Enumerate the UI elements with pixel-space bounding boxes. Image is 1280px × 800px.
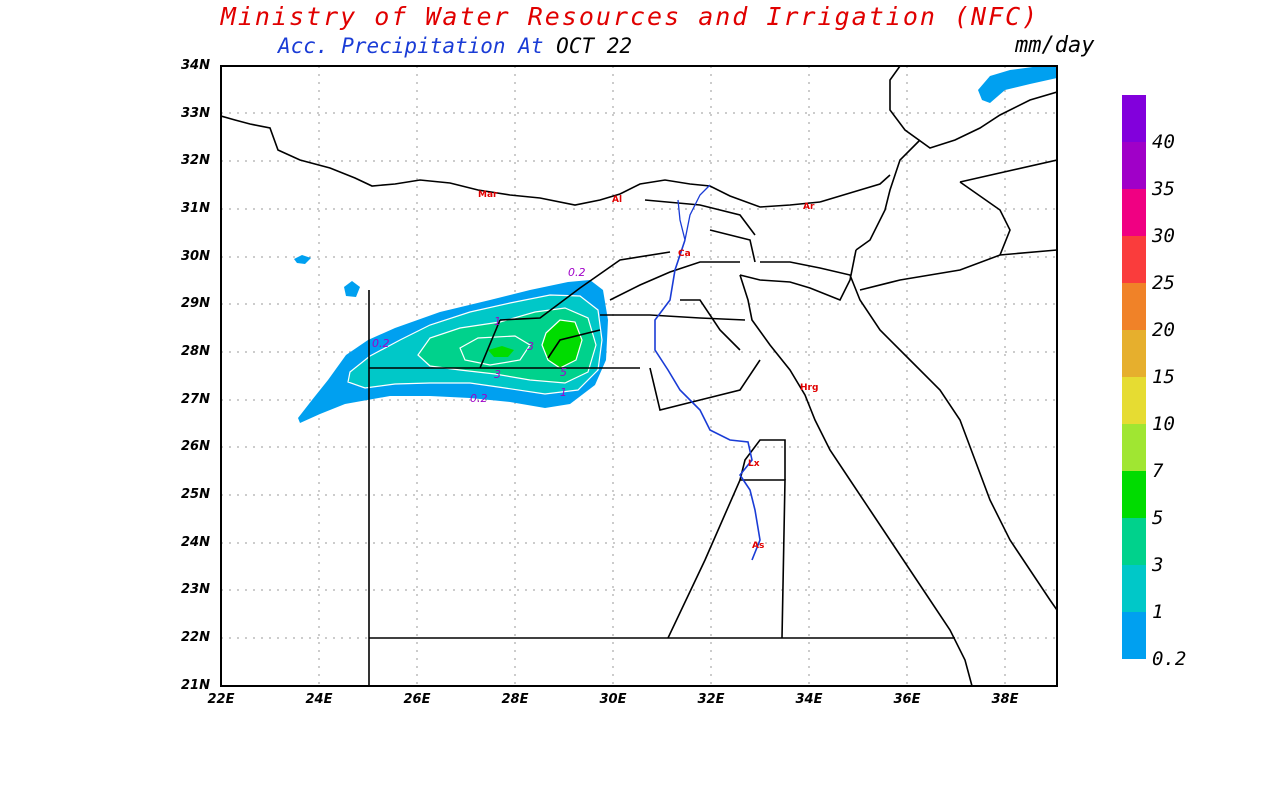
precip-band-3 [418, 308, 596, 383]
lon-label: 28E [501, 692, 529, 707]
contour-label: 5 [560, 366, 567, 379]
lat-label: 26N [181, 439, 210, 454]
colorbar-label: 15 [1152, 366, 1175, 388]
lat-label: 23N [181, 582, 210, 597]
colorbar-swatch [1122, 283, 1146, 330]
political-boundaries [368, 159, 1057, 686]
colorbar-swatch [1122, 189, 1146, 236]
map-subtitle: Acc. Precipitation At OCT 22 [278, 34, 632, 58]
contour-label: 0.2 [568, 266, 586, 279]
precip-band-5 [488, 320, 582, 368]
colorbar-swatch [1122, 518, 1146, 565]
city-labels: Mar Al Ar Ca Hrg Lx As [478, 190, 818, 551]
lon-label: 38E [991, 692, 1019, 707]
colorbar-label: 30 [1152, 225, 1175, 247]
lat-label: 27N [181, 392, 210, 407]
colorbar-label: 40 [1152, 131, 1175, 153]
contour-label: 0.2 [372, 337, 390, 350]
colorbar-label: 0.2 [1152, 648, 1187, 670]
colorbar-swatch [1122, 95, 1146, 142]
nile-river [654, 239, 761, 561]
lon-label: 24E [305, 692, 333, 707]
nile-delta-branch [684, 184, 711, 241]
lat-label: 30N [181, 249, 210, 264]
lon-label: 32E [697, 692, 725, 707]
city-label: Ar [803, 202, 815, 212]
colorbar-swatch [1122, 330, 1146, 377]
colorbar-swatch [1122, 377, 1146, 424]
lat-label: 29N [181, 296, 210, 311]
contour-label: 1 [494, 315, 501, 328]
contour-value-labels: 0.2 0.2 0.2 1 1 3 3 5 [372, 266, 586, 405]
city-label: Al [612, 195, 622, 205]
subtitle-product: Acc. Precipitation At [278, 34, 544, 58]
city-label: As [752, 541, 764, 551]
city-label: Lx [748, 459, 760, 469]
contour-lines [347, 294, 603, 395]
colorbar-label: 20 [1152, 319, 1175, 341]
lat-label: 24N [181, 535, 210, 550]
map-frame [220, 65, 1058, 687]
contour-label: 0.2 [470, 392, 488, 405]
colorbar-label: 35 [1152, 178, 1175, 200]
colorbar-swatch [1122, 424, 1146, 471]
nile-delta-branch [677, 199, 686, 241]
colorbar-swatch [1122, 612, 1146, 659]
colorbar-swatch [1122, 471, 1146, 518]
map-title: Ministry of Water Resources and Irrigati… [220, 2, 1040, 31]
lat-label: 25N [181, 487, 210, 502]
lat-label: 33N [181, 106, 210, 121]
lon-label: 30E [599, 692, 627, 707]
lat-label: 32N [181, 153, 210, 168]
units-label: mm/day [1015, 33, 1095, 58]
colorbar-label: 25 [1152, 272, 1175, 294]
contour-label: 1 [560, 386, 567, 399]
lat-label: 28N [181, 344, 210, 359]
colorbar-label: 5 [1152, 507, 1164, 529]
colorbar-swatch [1122, 142, 1146, 189]
lon-label: 36E [893, 692, 921, 707]
lon-label: 26E [403, 692, 431, 707]
city-label: Ca [678, 249, 691, 259]
city-label: Mar [478, 190, 498, 200]
colorbar-swatch [1122, 565, 1146, 612]
colorbar-label: 7 [1152, 460, 1164, 482]
lon-label: 22E [207, 692, 235, 707]
lat-label: 21N [181, 678, 210, 693]
contour-label: 3 [527, 340, 534, 353]
colorbar-label: 3 [1152, 554, 1164, 576]
coastlines [221, 66, 1057, 686]
subtitle-date: OCT 22 [556, 34, 633, 58]
lat-label: 31N [181, 201, 210, 216]
lat-label: 22N [181, 630, 210, 645]
colorbar-swatch [1122, 236, 1146, 283]
contour-label: 3 [494, 368, 501, 381]
lat-label: 34N [181, 58, 210, 73]
city-label: Hrg [800, 383, 818, 393]
lon-label: 34E [795, 692, 823, 707]
colorbar-label: 1 [1152, 601, 1164, 623]
colorbar-label: 10 [1152, 413, 1175, 435]
